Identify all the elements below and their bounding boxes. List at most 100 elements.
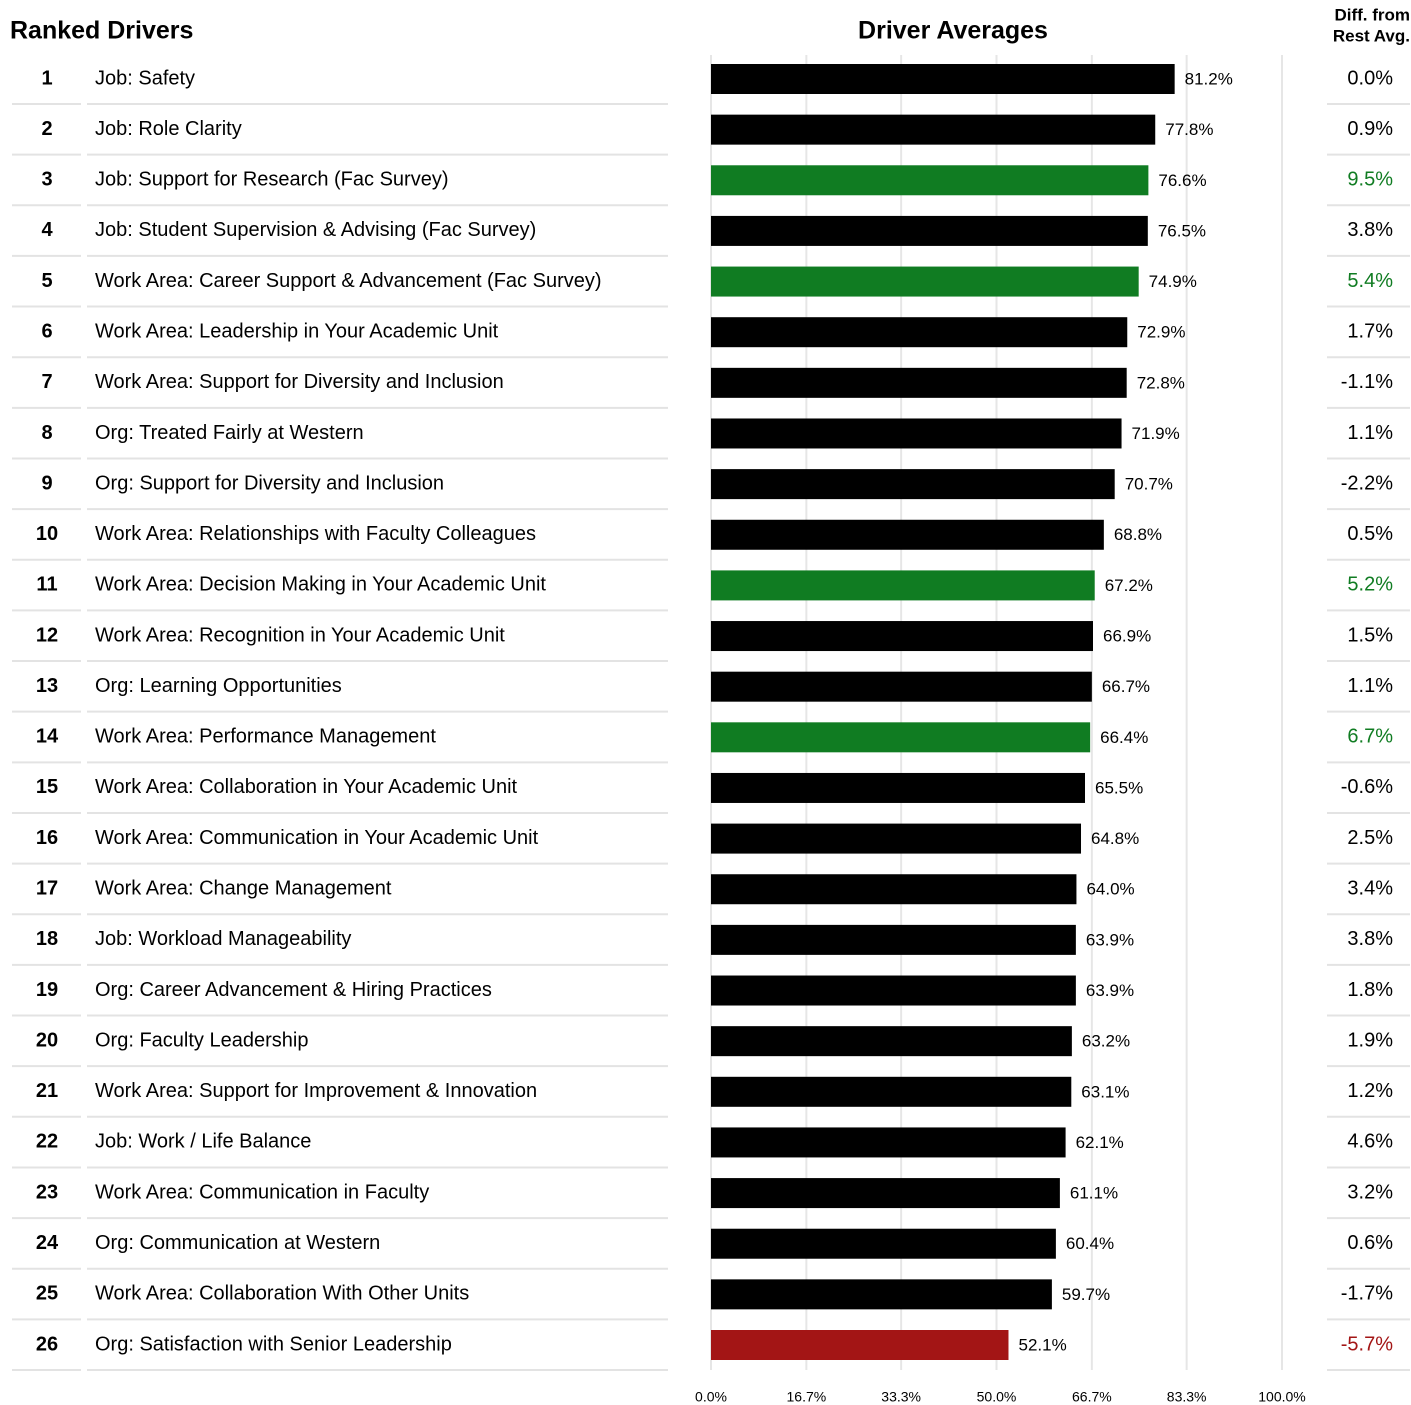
diff-value: 6.7% bbox=[1347, 726, 1393, 748]
rank: 4 bbox=[41, 219, 53, 241]
diff-value: 5.4% bbox=[1347, 270, 1393, 292]
driver-name: Job: Workload Manageability bbox=[95, 928, 351, 950]
rank: 6 bbox=[41, 320, 52, 342]
driver-name: Work Area: Career Support & Advancement … bbox=[95, 270, 602, 292]
chart-title: Driver Averages bbox=[858, 17, 1048, 45]
diff-value: 0.0% bbox=[1347, 67, 1393, 89]
rank: 2 bbox=[41, 118, 52, 140]
bar bbox=[711, 418, 1122, 449]
rank: 18 bbox=[36, 928, 58, 950]
rank: 26 bbox=[36, 1333, 58, 1355]
rank: 7 bbox=[41, 371, 52, 393]
value-label: 59.7% bbox=[1062, 1285, 1110, 1304]
bar bbox=[711, 64, 1175, 94]
value-label: 62.1% bbox=[1076, 1133, 1124, 1152]
rank: 5 bbox=[41, 270, 52, 292]
diff-value: 3.8% bbox=[1347, 219, 1393, 241]
x-tick-label: 83.3% bbox=[1167, 1389, 1207, 1405]
bar bbox=[711, 924, 1076, 955]
value-label: 81.2% bbox=[1185, 69, 1233, 88]
driver-name: Work Area: Performance Management bbox=[95, 726, 436, 748]
diff-value: 0.9% bbox=[1347, 118, 1393, 140]
diff-value: -1.7% bbox=[1341, 1283, 1393, 1305]
rank: 3 bbox=[41, 169, 52, 191]
driver-name: Work Area: Leadership in Your Academic U… bbox=[95, 320, 499, 342]
value-label: 63.1% bbox=[1081, 1082, 1129, 1101]
bar bbox=[711, 1127, 1066, 1158]
diff-value: 0.5% bbox=[1347, 523, 1393, 545]
value-label: 63.2% bbox=[1082, 1032, 1130, 1051]
value-label: 72.8% bbox=[1137, 373, 1185, 392]
diff-value: 1.1% bbox=[1347, 422, 1393, 444]
value-label: 77.8% bbox=[1165, 120, 1213, 139]
x-tick-label: 50.0% bbox=[977, 1389, 1017, 1405]
bar bbox=[711, 1330, 1009, 1360]
bar bbox=[711, 1178, 1060, 1209]
diff-value: -2.2% bbox=[1341, 472, 1393, 494]
diff-value: 1.1% bbox=[1347, 675, 1393, 697]
bar bbox=[711, 874, 1077, 905]
rank: 12 bbox=[36, 624, 58, 646]
rank: 23 bbox=[36, 1181, 58, 1203]
diff-value: -0.6% bbox=[1341, 776, 1393, 798]
driver-name: Job: Work / Life Balance bbox=[95, 1131, 311, 1153]
rank: 9 bbox=[41, 472, 52, 494]
driver-name: Job: Support for Research (Fac Survey) bbox=[95, 169, 448, 191]
x-tick-label: 33.3% bbox=[881, 1389, 921, 1405]
rank: 10 bbox=[36, 523, 58, 545]
diff-value: -1.1% bbox=[1341, 371, 1393, 393]
x-tick-label: 100.0% bbox=[1258, 1389, 1305, 1405]
driver-name: Work Area: Decision Making in Your Acade… bbox=[95, 574, 546, 596]
bar bbox=[711, 469, 1115, 500]
diff-value: 1.7% bbox=[1347, 320, 1393, 342]
value-label: 70.7% bbox=[1125, 475, 1173, 494]
bar bbox=[711, 1279, 1052, 1310]
diff-title: Rest Avg. bbox=[1333, 26, 1410, 45]
driver-name: Org: Communication at Western bbox=[95, 1232, 380, 1254]
driver-name: Org: Career Advancement & Hiring Practic… bbox=[95, 979, 492, 1001]
diff-value: 1.8% bbox=[1347, 979, 1393, 1001]
driver-name: Work Area: Support for Improvement & Inn… bbox=[95, 1080, 537, 1102]
driver-name: Job: Student Supervision & Advising (Fac… bbox=[95, 219, 536, 241]
bar bbox=[711, 671, 1092, 702]
driver-name: Org: Learning Opportunities bbox=[95, 675, 342, 697]
driver-name: Work Area: Support for Diversity and Inc… bbox=[95, 371, 504, 393]
diff-value: -5.7% bbox=[1341, 1333, 1393, 1355]
rank: 22 bbox=[36, 1131, 58, 1153]
bar bbox=[711, 1026, 1072, 1057]
rank: 25 bbox=[36, 1283, 58, 1305]
driver-name: Work Area: Change Management bbox=[95, 878, 392, 900]
rank: 14 bbox=[36, 726, 59, 748]
driver-name: Work Area: Collaboration in Your Academi… bbox=[95, 776, 518, 798]
value-label: 66.9% bbox=[1103, 627, 1151, 646]
rank: 8 bbox=[41, 422, 52, 444]
value-label: 76.5% bbox=[1158, 221, 1206, 240]
x-tick-label: 66.7% bbox=[1072, 1389, 1112, 1405]
value-label: 64.0% bbox=[1086, 880, 1134, 899]
bar bbox=[711, 114, 1156, 145]
bar bbox=[711, 367, 1127, 398]
value-label: 64.8% bbox=[1091, 829, 1139, 848]
bar bbox=[711, 823, 1082, 854]
diff-value: 3.8% bbox=[1347, 928, 1393, 950]
bar bbox=[711, 975, 1076, 1006]
rank: 19 bbox=[36, 979, 58, 1001]
driver-name: Job: Safety bbox=[95, 67, 195, 89]
rank: 13 bbox=[36, 675, 58, 697]
bar bbox=[711, 519, 1104, 550]
driver-name: Work Area: Collaboration With Other Unit… bbox=[95, 1283, 469, 1305]
bar bbox=[711, 1228, 1056, 1259]
driver-name: Work Area: Relationships with Faculty Co… bbox=[95, 523, 536, 545]
rank: 24 bbox=[36, 1232, 59, 1254]
value-label: 66.4% bbox=[1100, 728, 1148, 747]
driver-name: Job: Role Clarity bbox=[95, 118, 242, 140]
driver-name: Org: Faculty Leadership bbox=[95, 1029, 308, 1051]
value-label: 52.1% bbox=[1018, 1335, 1066, 1354]
diff-value: 5.2% bbox=[1347, 574, 1393, 596]
value-label: 76.6% bbox=[1158, 171, 1206, 190]
driver-name: Work Area: Recognition in Your Academic … bbox=[95, 624, 505, 646]
driver-name: Org: Satisfaction with Senior Leadership bbox=[95, 1333, 452, 1355]
diff-value: 1.9% bbox=[1347, 1029, 1393, 1051]
driver-name: Org: Treated Fairly at Western bbox=[95, 422, 364, 444]
